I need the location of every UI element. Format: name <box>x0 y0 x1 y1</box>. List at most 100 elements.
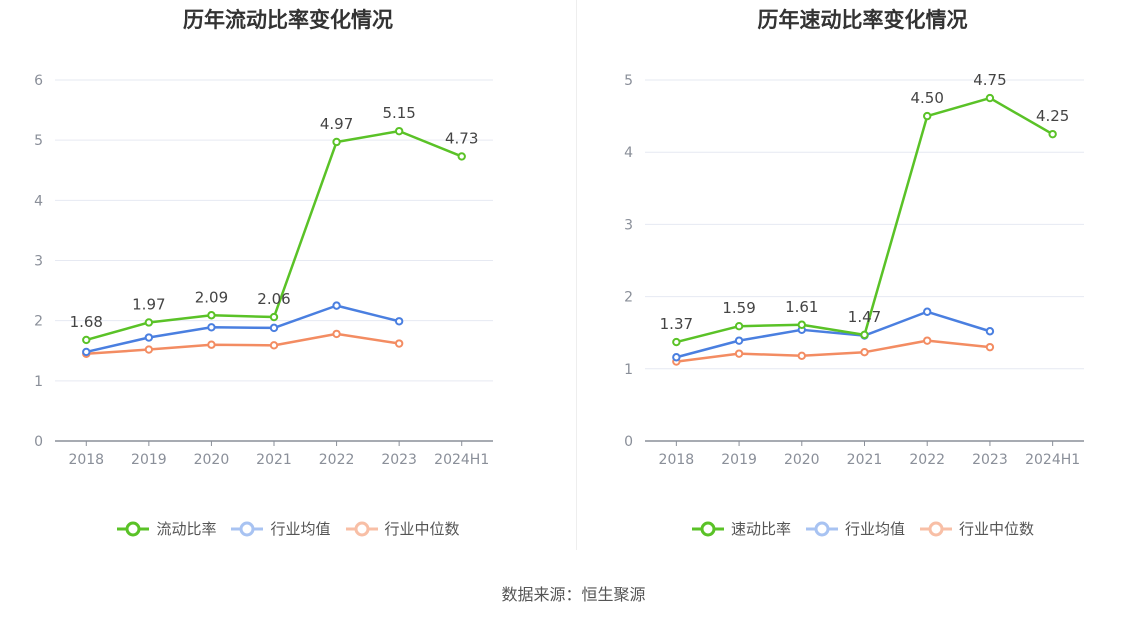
y-tick-label: 1 <box>34 374 43 390</box>
data-point <box>207 323 216 332</box>
data-point <box>144 318 154 327</box>
legend-item-industry-median[interactable]: 行业中位数 <box>919 518 1034 539</box>
legend-item-industry-average[interactable]: 行业均值 <box>230 518 331 539</box>
legend-item-industry-average[interactable]: 行业均值 <box>805 518 905 539</box>
data-point <box>207 311 216 320</box>
x-tick-label: 2018 <box>659 452 695 468</box>
data-point <box>985 327 995 336</box>
data-point <box>923 111 932 121</box>
y-tick-label: 2 <box>34 314 43 330</box>
data-label: 4.25 <box>1036 107 1069 125</box>
data-label: 4.75 <box>973 71 1006 89</box>
data-point <box>734 336 744 345</box>
data-point <box>394 317 404 326</box>
y-tick-label: 5 <box>34 133 43 149</box>
x-tick-label: 2019 <box>131 452 167 468</box>
x-tick-label: 2021 <box>847 452 883 468</box>
y-tick-label: 4 <box>624 145 633 161</box>
x-tick-label: 2023 <box>381 452 417 468</box>
legend-line-marker-icon <box>805 521 838 536</box>
x-tick-label: 2024H1 <box>1025 452 1080 468</box>
data-point <box>82 335 91 345</box>
y-tick-label: 5 <box>624 73 633 89</box>
series-line-median <box>676 339 991 363</box>
x-tick-label: 2021 <box>256 452 292 468</box>
legend-line-marker-icon <box>231 521 264 536</box>
legend: 速动比率 行业均值 行业中位数 <box>578 518 1147 539</box>
legend-line-marker-icon <box>691 521 724 536</box>
x-tick-label: 2023 <box>972 452 1008 468</box>
data-label: 1.61 <box>785 298 818 316</box>
data-source: 数据来源：恒生聚源 <box>501 585 646 604</box>
data-label: 2.06 <box>257 290 290 308</box>
data-label: 1.59 <box>722 299 755 317</box>
y-tick-label: 0 <box>34 434 43 450</box>
y-tick-label: 3 <box>34 254 43 270</box>
data-label: 1.37 <box>660 315 693 333</box>
y-tick-label: 0 <box>624 434 633 450</box>
data-point <box>672 353 681 362</box>
x-tick-label: 2022 <box>319 452 355 468</box>
legend-item-quick-ratio[interactable]: 速动比率 <box>691 518 791 539</box>
quick-ratio-panel: 历年速动比率变化情况 0 1 2 3 4 5 2018 2019 2020 2021 2022 202… <box>578 0 1147 560</box>
y-tick-label: 2 <box>624 290 633 306</box>
data-label: 1.97 <box>132 295 165 313</box>
y-tick-label: 1 <box>624 362 633 378</box>
y-tick-label: 3 <box>624 217 633 233</box>
data-point <box>985 342 995 352</box>
legend-label: 行业中位数 <box>959 520 1035 538</box>
data-point <box>332 329 341 339</box>
current-ratio-chart: 0 1 2 3 4 5 6 2018 2019 2020 2021 2022 2023 2024H1 1.6… <box>34 73 493 468</box>
data-point <box>207 340 216 349</box>
data-point <box>797 351 806 361</box>
data-point <box>923 307 932 316</box>
data-point <box>394 339 404 348</box>
series-line-avg <box>676 310 991 359</box>
legend-label: 速动比率 <box>730 520 791 538</box>
legend-item-industry-median[interactable]: 行业中位数 <box>345 518 460 539</box>
legend: 流动比率 行业均值 行业中位数 <box>0 518 576 539</box>
legend-line-marker-icon <box>920 521 952 536</box>
legend-label: 行业中位数 <box>384 520 460 538</box>
legend-line-marker-icon <box>345 521 378 536</box>
chart-title: 历年速动比率变化情况 <box>757 8 968 32</box>
data-label: 5.15 <box>382 104 415 122</box>
series-line-median <box>86 332 400 356</box>
legend-line-marker-icon <box>117 521 150 536</box>
x-tick-label: 2022 <box>909 452 945 468</box>
data-point <box>332 137 341 147</box>
data-point <box>985 93 995 103</box>
data-point <box>269 323 279 333</box>
data-point <box>269 341 279 350</box>
data-point <box>860 330 869 340</box>
data-point <box>144 345 154 354</box>
y-tick-label: 6 <box>34 73 43 89</box>
data-point <box>82 347 91 357</box>
x-tick-label: 2024H1 <box>434 452 489 468</box>
legend-label: 行业均值 <box>270 520 331 538</box>
data-label: 4.73 <box>445 129 478 147</box>
data-label: 1.47 <box>848 308 881 326</box>
x-tick-label: 2020 <box>784 452 820 468</box>
legend-label: 流动比率 <box>156 520 217 538</box>
data-point <box>394 126 404 136</box>
data-label: 2.09 <box>195 288 228 306</box>
chart-title: 历年流动比率变化情况 <box>183 8 393 32</box>
current-ratio-panel: 历年流动比率变化情况 0 1 2 3 4 5 6 2018 2019 2020 2021 2022 20… <box>0 0 576 560</box>
data-point <box>734 349 744 358</box>
x-tick-label: 2018 <box>68 452 104 468</box>
data-label: 4.97 <box>320 115 353 133</box>
data-label: 4.50 <box>911 89 944 107</box>
data-point <box>1048 129 1057 139</box>
quick-ratio-chart: 0 1 2 3 4 5 2018 2019 2020 2021 2022 2023 2024H1 1.37… <box>624 71 1084 468</box>
data-point <box>672 337 681 347</box>
series-line-avg <box>86 304 400 354</box>
x-tick-label: 2019 <box>721 452 757 468</box>
legend-label: 行业均值 <box>844 520 905 538</box>
data-point <box>860 347 869 357</box>
data-point <box>797 320 806 329</box>
x-tick-label: 2020 <box>194 452 230 468</box>
data-point <box>457 152 466 161</box>
legend-item-current-ratio[interactable]: 流动比率 <box>116 518 216 539</box>
data-point <box>332 301 341 310</box>
